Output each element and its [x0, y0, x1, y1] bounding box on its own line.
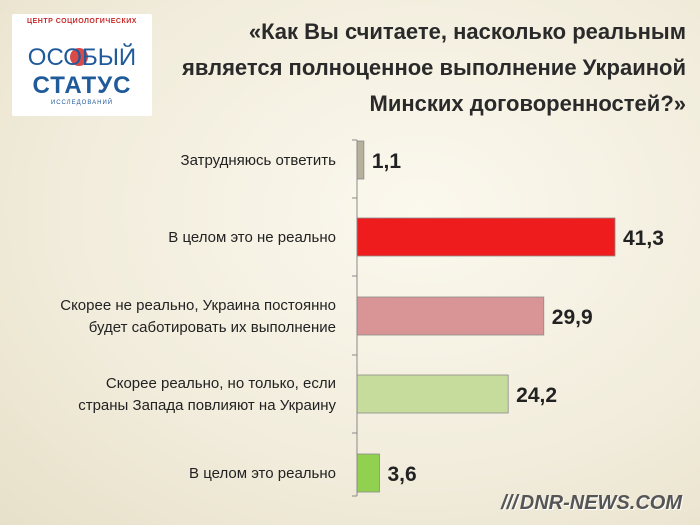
- watermark-text: DNR-NEWS.COM: [519, 492, 682, 514]
- title-line: «Как Вы считаете, насколько реальным: [248, 19, 686, 44]
- category-label: Скорее реально, но только, если: [106, 375, 336, 392]
- data-label: 1,1: [372, 150, 402, 173]
- data-label: 41,3: [623, 227, 664, 250]
- title-line: является полноценное выполнение Украиной: [182, 55, 686, 80]
- title-line: Минских договоренностей?»: [369, 91, 687, 116]
- category-label: страны Запада повлияют на Украину: [78, 397, 336, 414]
- data-label: 3,6: [387, 463, 416, 486]
- chart-title: «Как Вы считаете, насколько реальным явл…: [166, 14, 686, 122]
- watermark-slashes-icon: ///: [501, 492, 518, 514]
- bar: [356, 296, 545, 336]
- bar: [356, 374, 509, 414]
- logo-top-text: ЦЕНТР СОЦИОЛОГИЧЕСКИХ: [27, 18, 137, 25]
- logo: ЦЕНТР СОЦИОЛОГИЧЕСКИХ ОСОБЫЙ СТАТУС ИССЛ…: [12, 14, 152, 116]
- category-label: В целом это реально: [189, 465, 336, 482]
- logo-word-status: СТАТУС: [32, 72, 132, 99]
- category-label: будет саботировать их выполнение: [89, 319, 336, 336]
- bar: [356, 140, 365, 180]
- data-label: 24,2: [516, 384, 557, 407]
- bar: [356, 453, 380, 493]
- category-label: В целом это не реально: [168, 229, 336, 246]
- data-label: 29,9: [552, 306, 593, 329]
- logo-dot-icon: [70, 48, 88, 66]
- bar: [356, 217, 616, 257]
- logo-bottom-text: ИССЛЕДОВАНИЙ: [50, 100, 114, 106]
- category-label: Скорее не реально, Украина постоянно: [60, 297, 336, 314]
- watermark: ///DNR-NEWS.COM: [501, 492, 682, 515]
- logo-word-osobyi: ОСОБЫЙ: [27, 44, 137, 71]
- category-label: Затрудняюсь ответить: [181, 152, 337, 169]
